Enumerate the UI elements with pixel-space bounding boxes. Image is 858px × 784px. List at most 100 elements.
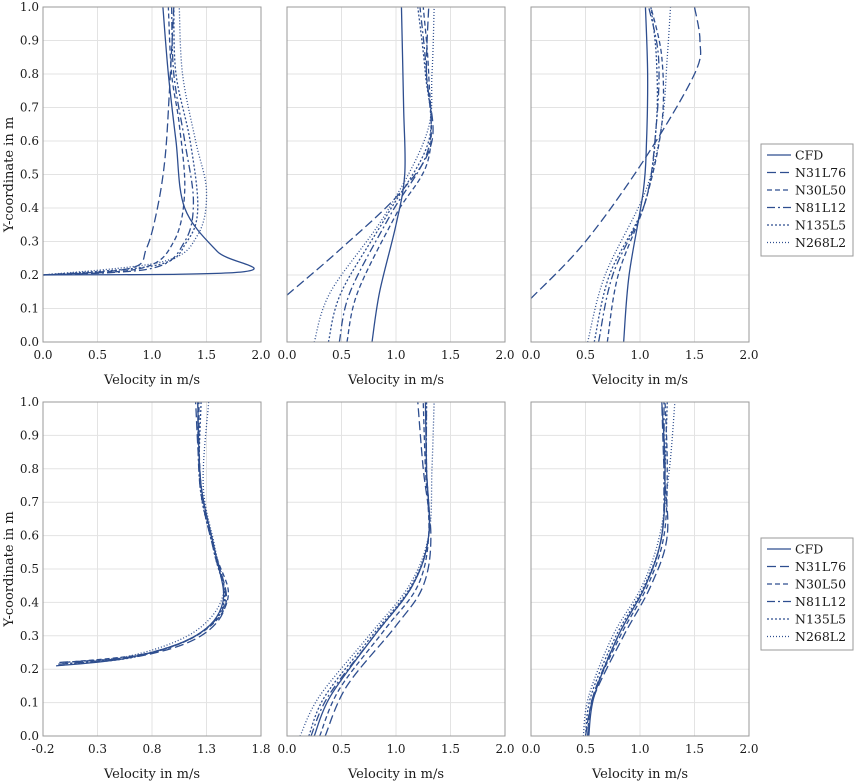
plot-frame [42, 401, 262, 737]
y-tick-label: 0.6 [20, 134, 39, 148]
x-tick-label: 1.8 [251, 742, 270, 756]
y-tick-label: 0.7 [20, 101, 39, 115]
x-axis-label: Velocity in m/s [591, 767, 688, 782]
x-tick-label: 0.5 [88, 348, 107, 362]
x-tick-label: 2.0 [495, 742, 514, 756]
series-line-cfd [43, 7, 255, 276]
y-tick-label: 0.3 [20, 235, 39, 249]
legend-label: N30L50 [795, 183, 846, 198]
y-tick-label: 0.8 [20, 67, 39, 81]
series-line-cfd [371, 7, 406, 342]
x-tick-label: 1.0 [630, 348, 649, 362]
series-line-n81l12 [587, 402, 665, 736]
legend-label: N268L2 [795, 235, 846, 250]
series-line-n30l50 [43, 7, 186, 276]
series-group [56, 402, 229, 667]
x-tick-label: 1.5 [441, 348, 460, 362]
y-tick-label: 0.4 [20, 595, 39, 609]
series-line-n135l5 [584, 402, 668, 736]
x-tick-label: 1.5 [685, 742, 704, 756]
legend-label: N81L12 [795, 594, 846, 609]
x-tick-label: 0.0 [277, 742, 296, 756]
legend-1: CFD N31L76 N30L50 N81L12 N135L5 N268L2 [760, 143, 854, 257]
series-group [299, 402, 435, 736]
series-line-n81l12 [310, 402, 431, 736]
legend-label: N135L5 [795, 218, 846, 233]
panel-3: 0.0 0.5 1.0 1.5 2.0 Velocity in m/s [521, 6, 759, 388]
legend-box [760, 537, 854, 651]
plot-frame [42, 6, 262, 343]
y-tick-label: 0.2 [20, 268, 39, 282]
series-group [582, 402, 676, 736]
series-line-n31l76 [43, 7, 175, 276]
series-line-n31l76 [584, 402, 669, 736]
plot-frame [286, 401, 506, 737]
y-tick-label: 0.8 [20, 462, 39, 476]
series-group [287, 7, 435, 342]
panel-5: 0.0 0.5 1.0 1.5 2.0 Velocity in m/s [277, 401, 515, 782]
legend-label: N31L76 [795, 559, 846, 574]
series-line-n81l12 [59, 402, 227, 665]
series-line-n30l50 [587, 402, 668, 736]
y-tick-label: 0.5 [20, 168, 39, 182]
x-tick-label: 1.5 [197, 348, 216, 362]
y-tick-label: 0.3 [20, 629, 39, 643]
plot-frame [286, 6, 506, 343]
panel-4: -0.2 0.3 0.8 1.3 1.8 0.0 0.1 0.2 0.3 0.4 0.5 0.6 0.7… [2, 395, 271, 782]
y-tick-label: 0.9 [20, 34, 39, 48]
x-tick-label: 2.0 [495, 348, 514, 362]
x-tick-label: 2.0 [739, 742, 758, 756]
series-line-n31l76 [531, 7, 702, 299]
x-axis-label: Velocity in m/s [103, 373, 200, 388]
x-tick-label: 0.0 [521, 348, 540, 362]
series-line-n30l50 [64, 402, 229, 664]
y-tick-label: 0.0 [20, 335, 39, 349]
plot-frame [530, 6, 750, 343]
x-tick-label: 0.0 [277, 348, 296, 362]
panel-1: 0.0 0.5 1.0 1.5 2.0 0.0 0.1 0.2 0.3 0.4 0.5 0.6 0.7 0… [2, 0, 271, 388]
panel-2: 0.0 0.5 1.0 1.5 2.0 Velocity in m/s [277, 6, 515, 388]
series-line-n135l5 [327, 7, 432, 342]
legend-box [760, 143, 854, 257]
y-axis-label: Y-coordinate in m [2, 511, 17, 627]
x-axis-label: Velocity in m/s [591, 373, 688, 388]
y-tick-label: 1.0 [20, 395, 39, 409]
y-tick-label: 0.5 [20, 562, 39, 576]
x-tick-label: 1.3 [197, 742, 216, 756]
legend-label: CFD [795, 542, 823, 557]
series-line-n31l76 [324, 402, 432, 736]
x-tick-label: 1.5 [441, 742, 460, 756]
series-group [531, 7, 702, 342]
y-tick-label: 0.6 [20, 529, 39, 543]
series-line-cfd [623, 7, 649, 342]
x-axis-label: Velocity in m/s [347, 767, 444, 782]
legend-2: CFD N31L76 N30L50 N81L12 N135L5 N268L2 [760, 537, 854, 651]
series-line-n31l76 [287, 7, 434, 296]
x-axis-label: Velocity in m/s [103, 767, 200, 782]
x-tick-label: 1.0 [142, 348, 161, 362]
x-tick-label: 2.0 [739, 348, 758, 362]
legend-label: N268L2 [795, 629, 846, 644]
y-tick-label: 0.1 [20, 696, 39, 710]
legend-label: CFD [795, 148, 823, 163]
x-tick-label: 0.3 [88, 742, 107, 756]
series-line-n268l2 [299, 402, 435, 736]
series-line-n81l12 [43, 7, 195, 276]
series-line-n81l12 [338, 7, 432, 342]
legend-label: N31L76 [795, 165, 846, 180]
y-tick-label: 0.2 [20, 662, 39, 676]
y-tick-label: 1.0 [20, 0, 39, 14]
y-tick-label: 0.9 [20, 428, 39, 442]
series-group [43, 7, 255, 276]
x-tick-label: 1.0 [630, 742, 649, 756]
x-tick-label: 0.0 [33, 348, 52, 362]
x-tick-label: 1.5 [685, 348, 704, 362]
legend-label: N81L12 [795, 200, 846, 215]
series-line-n30l50 [346, 7, 432, 342]
y-axis-label: Y-coordinate in m [2, 117, 17, 233]
legend-label: N135L5 [795, 612, 846, 627]
x-axis-label: Velocity in m/s [347, 373, 444, 388]
series-line-n30l50 [319, 402, 430, 736]
panel-6: 0.0 0.5 1.0 1.5 2.0 Velocity in m/s [521, 401, 759, 782]
series-line-n31l76 [59, 402, 228, 664]
